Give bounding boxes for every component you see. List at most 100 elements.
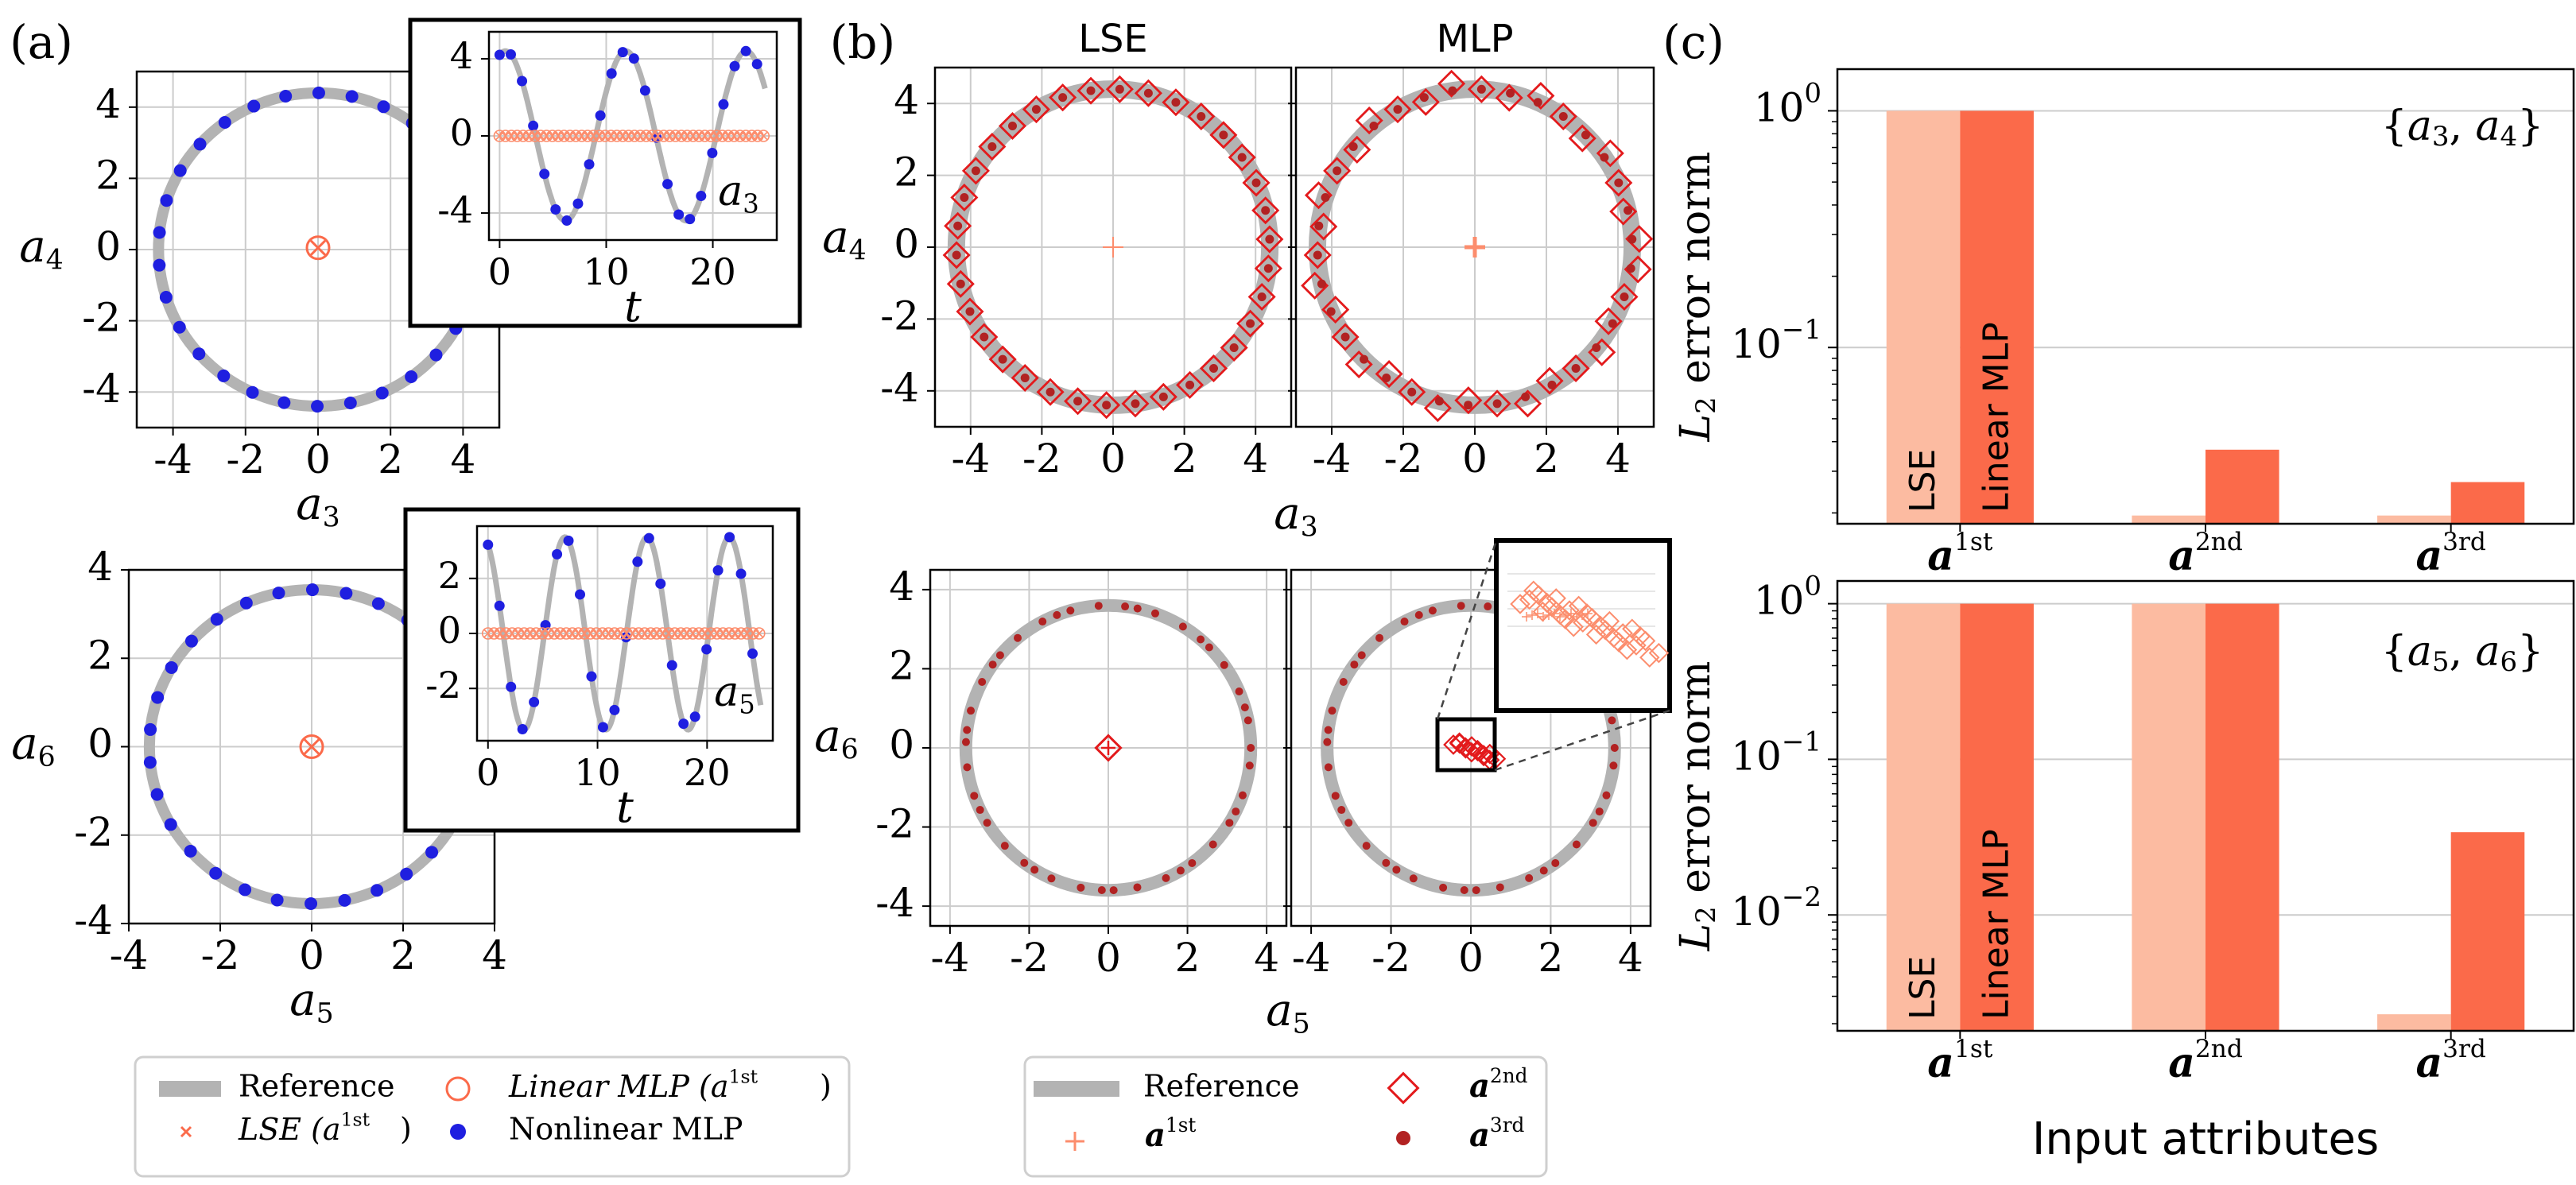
a3rd-point: [971, 166, 980, 176]
y-tick-label: -2: [425, 664, 461, 707]
panel-label-a: (a): [10, 15, 73, 69]
x-tick-label: -2: [226, 436, 265, 482]
a2nd-marker: [1149, 382, 1177, 411]
a3rd-point: [1492, 399, 1502, 409]
a3rd-point: [980, 332, 989, 342]
a3rd-point: [1235, 687, 1243, 696]
nonlinear-mlp-point: [311, 400, 324, 413]
zoom-a2nd-marker: [1585, 624, 1607, 645]
a2nd-marker: [1176, 370, 1205, 399]
inset-nonlinear-point: [678, 718, 689, 730]
zoom-a1st-marker: [1566, 609, 1576, 618]
a3rd-point: [1324, 726, 1333, 734]
a3rd-point: [1448, 86, 1457, 95]
x-tick-label: a2nd: [2168, 1035, 2243, 1087]
inset-nonlinear-point: [505, 49, 516, 60]
legend-a1st-swatch: [1065, 1132, 1084, 1151]
x-axis-label: a3: [1274, 488, 1317, 544]
nonlinear-mlp-point: [218, 115, 231, 129]
a3rd-point: [1158, 392, 1168, 401]
zoom-a2nd-marker: [1563, 617, 1584, 637]
a2nd-marker: [1562, 354, 1590, 383]
panel-c-bottom: a1st a2nd a3rd LSE Linear MLP 100 10−1 10−2 {a5,…: [1672, 571, 2575, 1165]
a3rd-point: [1337, 806, 1346, 815]
a2nd-marker: [1220, 333, 1248, 362]
x-tick-label: 4: [450, 436, 475, 482]
a3rd-point: [1143, 88, 1153, 98]
a2nd-marker: [1121, 389, 1150, 418]
a3rd-point: [963, 726, 972, 734]
a3rd-point: [1031, 105, 1041, 114]
x-tick-label: 2: [1175, 935, 1201, 981]
a3rd-point: [1238, 791, 1247, 800]
a3rd-point: [1251, 178, 1261, 188]
a3rd-point: [1133, 883, 1142, 892]
y-axis-label: L2 error norm: [1672, 152, 1723, 443]
inset-nonlinear-point: [552, 548, 563, 560]
y-tick-label: 0: [889, 722, 914, 768]
a2nd-marker: [1454, 386, 1483, 415]
a3rd-point: [1185, 380, 1195, 389]
y-tick-label: -4: [74, 897, 113, 943]
zoom-a2nd-marker: [1599, 610, 1620, 632]
x-tick-label: a3rd: [2415, 1035, 2485, 1087]
a1st-marker: [1465, 237, 1485, 258]
a3rd-point: [1393, 105, 1402, 114]
inset-nonlinear-point: [586, 671, 597, 682]
zoom-a2nd-marker: [1626, 635, 1647, 656]
inset-nonlinear-point: [655, 578, 666, 589]
zoom-a2nd-marker: [1616, 639, 1638, 660]
zoom-connector: [1436, 540, 1498, 720]
inset-nonlinear-point: [729, 60, 740, 72]
y-tick-label: 0: [894, 221, 919, 267]
x-tick-label: a1st: [1927, 528, 1993, 580]
a3rd-point: [978, 678, 987, 687]
a3rd-point: [1382, 374, 1391, 383]
a2nd-marker: [1255, 225, 1284, 254]
y-tick-label: 10−2: [1731, 881, 1821, 935]
nonlinear-mlp-point: [184, 634, 198, 648]
inset-nonlinear-point: [735, 568, 747, 579]
x-axis-label: a3: [296, 478, 339, 534]
a3rd-point: [1178, 622, 1187, 631]
a3rd-point: [1551, 858, 1560, 867]
a3rd-point: [1571, 364, 1581, 374]
inset-nonlinear-point: [584, 159, 595, 170]
a3rd-point: [1205, 643, 1213, 652]
a3rd-point: [1506, 88, 1515, 98]
subplot-title: LSE: [1078, 17, 1148, 61]
a3rd-point: [1626, 264, 1635, 273]
a2nd-marker: [1251, 196, 1280, 225]
x-tick-label: 0: [1100, 436, 1126, 482]
y-tick-label: -4: [437, 188, 473, 231]
inset-nonlinear-point: [617, 47, 628, 58]
x-tick-label: a3rd: [2415, 528, 2485, 580]
inset-nonlinear-point: [689, 711, 700, 722]
zoom-a1st-marker: [1522, 612, 1531, 622]
nonlinear-mlp-point: [338, 893, 351, 907]
a3rd-point: [1409, 874, 1418, 883]
a3rd-point: [1263, 264, 1273, 273]
y-tick-label: 100: [1754, 571, 1821, 624]
a3rd-point: [1339, 678, 1348, 687]
nonlinear-mlp-point: [143, 756, 157, 769]
inset-nonlinear-point: [595, 110, 606, 121]
nonlinear-mlp-point: [400, 867, 413, 881]
x-tick-label: 4: [1605, 436, 1631, 482]
a3rd-point: [1232, 807, 1240, 816]
a3rd-point: [987, 142, 997, 152]
legend-paren: ): [400, 1112, 412, 1147]
a3rd-point: [1407, 387, 1417, 397]
nonlinear-mlp-point: [184, 844, 197, 858]
nonlinear-mlp-point: [153, 258, 166, 272]
inset-nonlinear-point: [561, 215, 572, 227]
a3rd-point: [1581, 130, 1590, 140]
y-tick-label: -4: [82, 366, 121, 412]
a3rd-point: [1094, 602, 1103, 610]
nonlinear-mlp-point: [247, 99, 261, 113]
a3rd-point: [1086, 86, 1096, 95]
a2nd-marker: [1049, 83, 1077, 112]
a3rd-point: [1131, 399, 1140, 409]
x-tick-label: -4: [1292, 935, 1331, 981]
